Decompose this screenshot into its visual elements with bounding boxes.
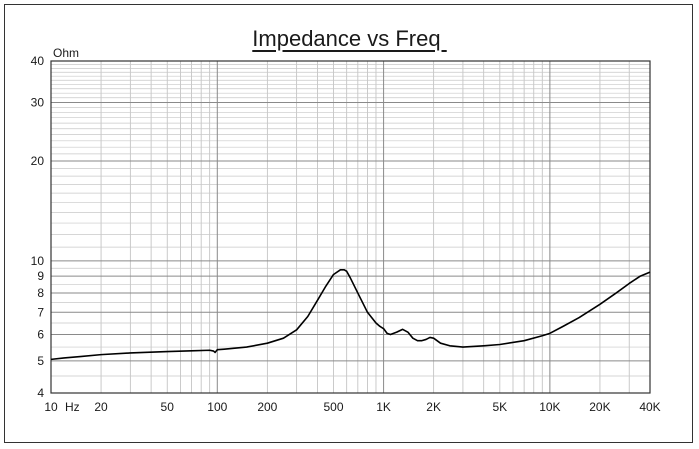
- x-tick-label: 1K: [376, 400, 391, 414]
- y-tick-label: 9: [37, 269, 44, 283]
- x-tick-label: 10: [44, 400, 58, 414]
- y-tick-label: 10: [31, 254, 45, 268]
- y-tick-label: 8: [37, 286, 44, 300]
- major-grid: [50, 60, 650, 394]
- plot-border: [50, 60, 651, 394]
- y-tick-label: 4: [37, 386, 44, 400]
- x-tick-label: 50: [161, 400, 175, 414]
- x-tick-label: 5K: [492, 400, 507, 414]
- chart-title: Impedance vs Freq: [252, 26, 447, 51]
- x-tick-label: 100: [207, 400, 227, 414]
- x-tick-label: 20: [94, 400, 108, 414]
- chart-frame: [4, 4, 693, 443]
- x-tick-label: 20K: [589, 400, 610, 414]
- y-tick-label: 7: [37, 305, 44, 319]
- x-tick-label: 200: [257, 400, 277, 414]
- x-tick-label: 10K: [539, 400, 560, 414]
- y-tick-label: 6: [37, 328, 44, 342]
- y-tick-labels: 4 5 6 7 8 910 20 30 40: [31, 54, 45, 400]
- x-tick-label: 40K: [639, 400, 660, 414]
- y-tick-label: 5: [37, 354, 44, 368]
- y-unit-label: Ohm: [53, 46, 79, 60]
- y-tick-label: 30: [31, 95, 45, 109]
- y-tick-label: 20: [31, 154, 45, 168]
- series-impedance-line: [50, 269, 651, 361]
- y-tick-label: 40: [31, 54, 45, 68]
- minor-grid: [51, 61, 651, 393]
- x-tick-labels: 10 20 50 100 200 500 1K 2K 5K 10K 20K 40K: [44, 400, 660, 414]
- x-tick-label: 500: [324, 400, 344, 414]
- x-tick-label: 2K: [426, 400, 441, 414]
- x-unit-label: Hz: [65, 400, 80, 414]
